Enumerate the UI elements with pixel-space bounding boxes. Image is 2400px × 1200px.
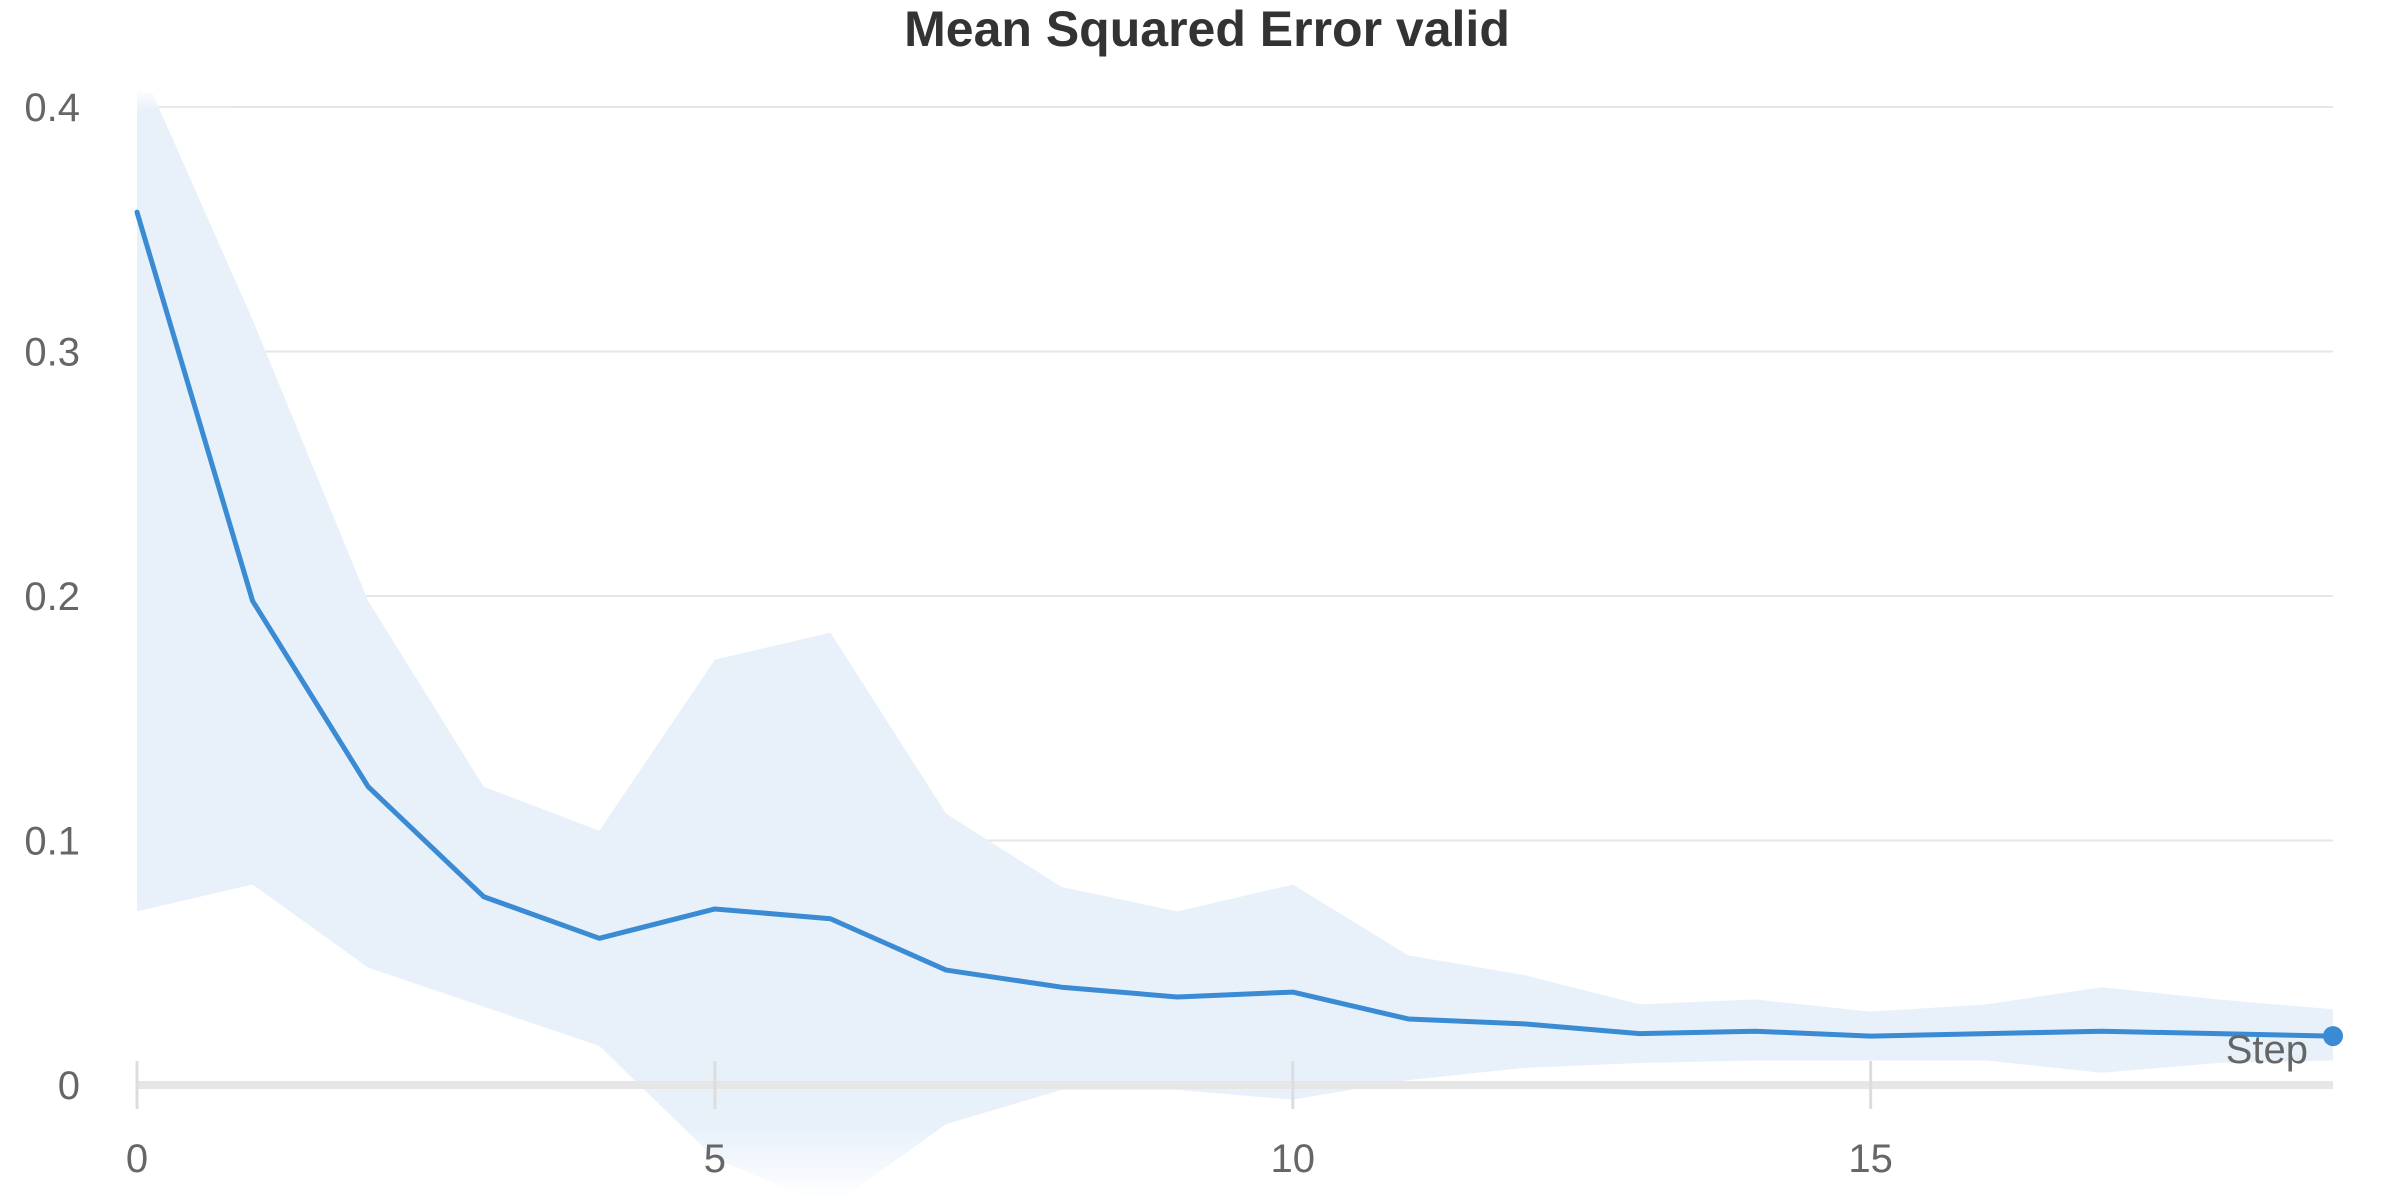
y-tick-label-2: 0.2 [24, 575, 80, 619]
y-tick-label-1: 0.1 [24, 820, 80, 864]
chart-title: Mean Squared Error valid [904, 1, 1510, 57]
last-point-marker[interactable] [2323, 1026, 2343, 1047]
x-tick-label-1: 5 [704, 1137, 726, 1181]
y-tick-label-3: 0.3 [24, 331, 80, 375]
grid-lines [137, 106, 2333, 842]
confidence-band-layer [137, 92, 2333, 1200]
y-tick-labels: 0 0.1 0.2 0.3 0.4 [24, 86, 80, 1108]
x-tick-labels: 0 5 10 15 [126, 1137, 1893, 1181]
y-tick-label-0: 0 [58, 1064, 80, 1108]
confidence-band-0 [137, 92, 2333, 1200]
band-fade-bottom [620, 1128, 1040, 1200]
band-fade-top [130, 88, 230, 110]
x-axis-label: Step [2226, 1028, 2308, 1072]
series-line-0 [134, 209, 2336, 1039]
y-tick-label-4: 0.4 [24, 86, 80, 130]
x-tick-label-3: 15 [1848, 1137, 1893, 1181]
x-axis [135, 1061, 2333, 1109]
x-tick-label-2: 10 [1271, 1137, 1316, 1181]
series-line-layer [134, 209, 2343, 1047]
x-tick-label-0: 0 [126, 1137, 148, 1181]
